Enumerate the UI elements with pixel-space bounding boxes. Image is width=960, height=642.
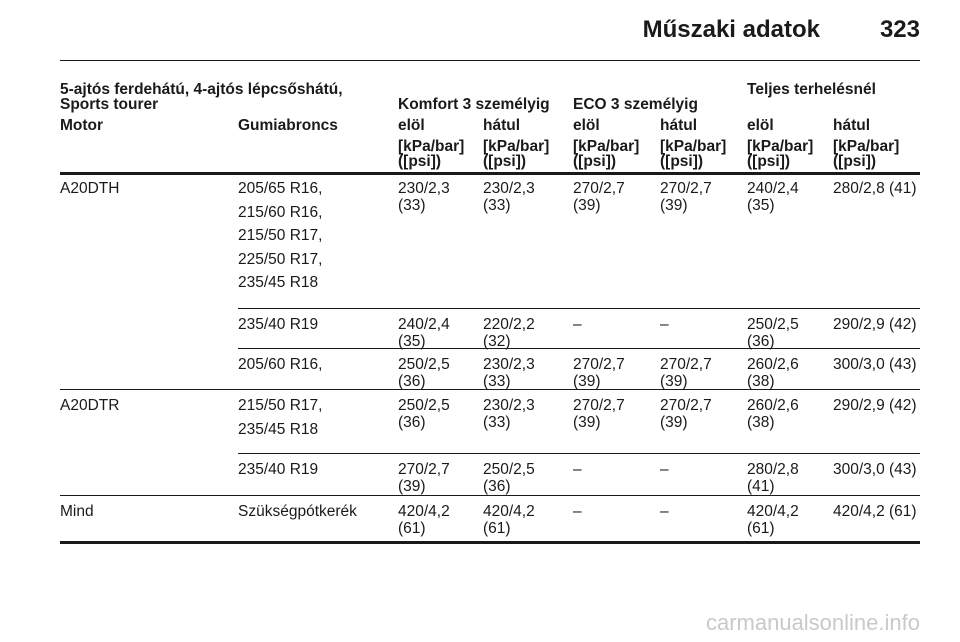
pressure-cell: 260/2,6 (38) xyxy=(747,397,799,431)
column-header: elöl xyxy=(747,117,774,134)
row-rule xyxy=(60,389,920,390)
pressure-cell: 270/2,7 (39) xyxy=(660,180,712,214)
row-rule xyxy=(238,453,920,454)
pressure-cell: 280/2,8 (41) xyxy=(747,461,799,495)
unit-header: [kPa/bar] ([psi]) xyxy=(747,138,814,170)
pressure-cell: 250/2,5 (36) xyxy=(747,316,799,350)
pressure-cell: 290/2,9 (42) xyxy=(833,316,917,333)
column-header: elöl xyxy=(398,117,425,134)
pressure-cell: 270/2,7 (39) xyxy=(660,397,712,431)
column-header: Gumiabroncs xyxy=(238,117,338,134)
pressure-cell: 420/4,2 (61) xyxy=(833,503,917,520)
watermark: carmanualsonline.info xyxy=(705,610,920,635)
pressure-cell: 250/2,5 (36) xyxy=(398,356,450,390)
group-header: Komfort 3 személyig xyxy=(398,96,550,113)
pressure-cell: 270/2,7 (39) xyxy=(660,356,712,390)
tyre-cell: 215/50 R17, xyxy=(238,227,323,244)
pressure-cell: 420/4,2 (61) xyxy=(483,503,535,537)
pressure-cell: – xyxy=(660,316,669,333)
pressure-cell: 300/3,0 (43) xyxy=(833,461,917,478)
page-title: Műszaki adatok xyxy=(642,16,820,43)
pressure-cell: – xyxy=(660,461,669,478)
unit-header: [kPa/bar] ([psi]) xyxy=(398,138,465,170)
pressure-cell: 230/2,3 (33) xyxy=(398,180,450,214)
pressure-cell: 250/2,5 (36) xyxy=(483,461,535,495)
tyre-cell: 235/45 R18 xyxy=(238,420,319,438)
column-header: hátul xyxy=(833,117,871,134)
pressure-cell: 250/2,5 (36) xyxy=(398,397,450,431)
pressure-cell: 220/2,2 (32) xyxy=(483,316,535,350)
row-rule xyxy=(238,308,920,309)
tyre-cell: 215/60 R16, xyxy=(238,203,323,221)
motor-cell: Mind xyxy=(60,503,94,520)
pressure-cell: 270/2,7 (39) xyxy=(398,461,450,495)
unit-header: [kPa/bar] ([psi]) xyxy=(660,138,727,170)
pressure-cell: 230/2,3 (33) xyxy=(483,180,535,214)
column-header: hátul xyxy=(483,117,521,134)
unit-header: [kPa/bar] ([psi]) xyxy=(833,138,900,170)
pressure-cell: 280/2,8 (41) xyxy=(833,180,917,197)
tyre-cell: 225/50 R17, xyxy=(238,250,323,268)
pressure-cell: 230/2,3 (33) xyxy=(483,356,535,390)
unit-header: [kPa/bar] ([psi]) xyxy=(573,138,640,170)
column-header: hátul xyxy=(660,117,698,134)
tyre-cell: 235/40 R19 xyxy=(238,316,319,333)
motor-cell: A20DTR xyxy=(60,397,120,414)
tyre-cell: Szükségpótkerék xyxy=(238,503,357,520)
page-number: 323 xyxy=(879,16,920,43)
pressure-cell: 260/2,6 (38) xyxy=(747,356,799,390)
pressure-cell: – xyxy=(573,316,582,333)
row-rule xyxy=(238,348,920,349)
pressure-cell: 230/2,3 (33) xyxy=(483,397,535,431)
pressure-cell: 240/2,4 (35) xyxy=(747,180,799,214)
pressure-cell: – xyxy=(573,461,582,478)
tyre-cell: 205/65 R16, xyxy=(238,180,323,197)
pressure-cell: 300/3,0 (43) xyxy=(833,356,917,373)
tyre-cell: 235/40 R19 xyxy=(238,461,319,478)
group-header: ECO 3 személyig xyxy=(573,96,698,113)
pressure-cell: 270/2,7 (39) xyxy=(573,397,625,431)
motor-cell: A20DTH xyxy=(60,180,120,197)
header-rule xyxy=(60,172,920,175)
column-header: elöl xyxy=(573,117,600,134)
table-caption: 5-ajtós ferdehátú, 4-ajtós lépcsőshátú, … xyxy=(60,81,343,113)
tyre-cell: 205/60 R16, xyxy=(238,356,323,373)
tyre-cell: 235/45 R18 xyxy=(238,274,319,291)
pressure-cell: 240/2,4 (35) xyxy=(398,316,450,350)
tyre-cell: 215/50 R17, xyxy=(238,397,323,414)
row-rule xyxy=(60,495,920,496)
pressure-cell: 420/4,2 (61) xyxy=(747,503,799,537)
pressure-cell: 420/4,2 (61) xyxy=(398,503,450,537)
pressure-cell: – xyxy=(573,503,582,520)
group-header: Teljes terhelésnél xyxy=(747,81,876,98)
table-bottom-rule xyxy=(60,541,920,544)
pressure-cell: 290/2,9 (42) xyxy=(833,397,917,414)
pressure-cell: – xyxy=(660,503,669,520)
pressure-cell: 270/2,7 (39) xyxy=(573,180,625,214)
pressure-cell: 270/2,7 (39) xyxy=(573,356,625,390)
unit-header: [kPa/bar] ([psi]) xyxy=(483,138,550,170)
top-rule xyxy=(60,60,920,61)
column-header: Motor xyxy=(60,117,104,134)
